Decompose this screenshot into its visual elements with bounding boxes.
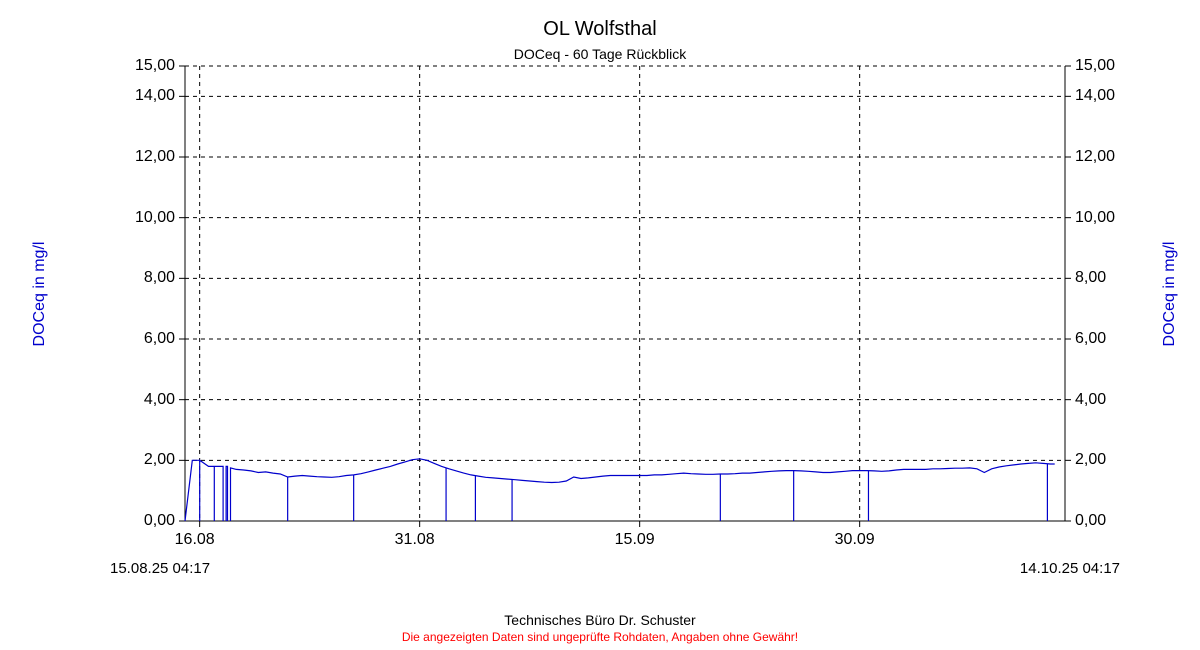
y-tick-label-right: 0,00 [1075, 512, 1106, 530]
y-tick-label-right: 4,00 [1075, 391, 1106, 409]
footer-credit: Technisches Büro Dr. Schuster [0, 612, 1200, 628]
x-tick-label: 16.08 [175, 531, 215, 549]
y-tick-label-left: 8,00 [144, 269, 175, 287]
x-tick-label: 15.09 [615, 531, 655, 549]
y-tick-label-left: 0,00 [144, 512, 175, 530]
y-tick-label-left: 12,00 [135, 148, 175, 166]
y-tick-label-left: 2,00 [144, 451, 175, 469]
y-tick-label-right: 6,00 [1075, 330, 1106, 348]
y-tick-label-left: 15,00 [135, 57, 175, 75]
y-tick-label-right: 8,00 [1075, 269, 1106, 287]
y-tick-label-left: 4,00 [144, 391, 175, 409]
x-tick-label: 30.09 [835, 531, 875, 549]
x-tick-label: 31.08 [395, 531, 435, 549]
y-tick-label-left: 6,00 [144, 330, 175, 348]
x-range-end: 14.10.25 04:17 [1020, 560, 1120, 577]
y-tick-label-left: 10,00 [135, 209, 175, 227]
y-tick-label-right: 2,00 [1075, 451, 1106, 469]
footer-disclaimer: Die angezeigten Daten sind ungeprüfte Ro… [0, 630, 1200, 644]
y-tick-label-right: 14,00 [1075, 87, 1115, 105]
plot-svg [0, 0, 1200, 650]
x-range-start: 15.08.25 04:17 [110, 560, 210, 577]
y-tick-label-right: 15,00 [1075, 57, 1115, 75]
y-tick-label-right: 12,00 [1075, 148, 1115, 166]
y-tick-label-right: 10,00 [1075, 209, 1115, 227]
chart-container: OL Wolfsthal DOCeq - 60 Tage Rückblick D… [0, 0, 1200, 650]
y-tick-label-left: 14,00 [135, 87, 175, 105]
